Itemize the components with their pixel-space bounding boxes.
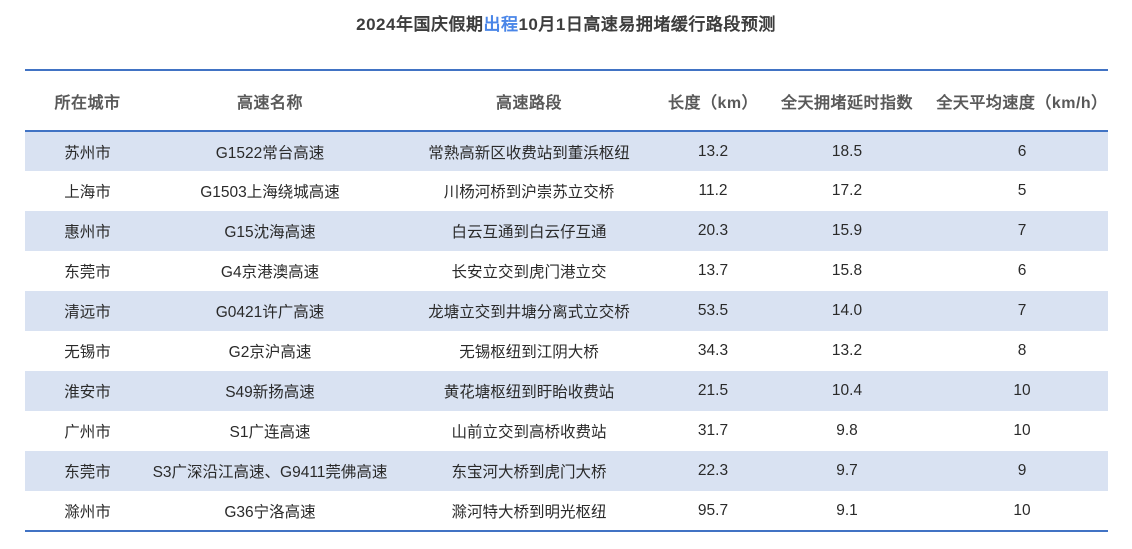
- cell-highway-section: 川杨河桥到沪崇苏立交桥: [443, 184, 615, 201]
- cell-avg-speed: 10: [1013, 422, 1031, 439]
- cell-city: 清远市: [64, 304, 111, 321]
- cell-city: 滁州市: [64, 503, 111, 521]
- cell-highway-name: G4京港澳高速: [220, 264, 320, 281]
- table-row: 广州市 S1广连高速 山前立交到高桥收费站 31.7 9.8 10: [25, 411, 1108, 451]
- cell-city: 无锡市: [64, 344, 111, 361]
- cell-delay-index: 17.2: [831, 182, 863, 199]
- cell-highway-name: S49新扬高速: [225, 384, 315, 401]
- cell-length-km: 21.5: [697, 382, 729, 399]
- cell-highway-name: G15沈海高速: [224, 224, 316, 241]
- cell-highway-name: S1广连高速: [229, 424, 311, 441]
- table-row: 东莞市 G4京港澳高速 长安立交到虎门港立交 13.7 15.8 6: [25, 251, 1108, 291]
- cell-avg-speed: 9: [1017, 462, 1027, 479]
- cell-delay-index: 9.1: [836, 501, 858, 519]
- cell-highway-section: 龙塘立交到井塘分离式立交桥: [428, 304, 630, 321]
- cell-highway-section: 东宝河大桥到虎门大桥: [451, 464, 607, 481]
- cell-length-km: 53.5: [697, 302, 729, 319]
- cell-highway-section: 常熟高新区收费站到董浜枢纽: [428, 144, 630, 162]
- cell-length-km: 31.7: [697, 422, 729, 439]
- table-row: 清远市 G0421许广高速 龙塘立交到井塘分离式立交桥 53.5 14.0 7: [25, 291, 1108, 331]
- cell-length-km: 95.7: [697, 501, 729, 519]
- cell-length-km: 22.3: [697, 462, 729, 479]
- col-header-delay-index: 全天拥堵延时指数: [758, 70, 936, 132]
- cell-highway-name: S3广深沿江高速、G9411莞佛高速: [152, 464, 388, 481]
- table-row: 苏州市 G1522常台高速 常熟高新区收费站到董浜枢纽 13.2 18.5 6: [25, 131, 1108, 171]
- cell-avg-speed: 5: [1017, 182, 1027, 199]
- col-header-city: 所在城市: [25, 70, 150, 132]
- cell-length-km: 20.3: [697, 222, 729, 239]
- cell-highway-name: G2京沪高速: [228, 344, 312, 361]
- cell-highway-section: 黄花塘枢纽到盱眙收费站: [443, 384, 615, 401]
- cell-highway-name: G0421许广高速: [215, 304, 325, 321]
- cell-city: 广州市: [64, 424, 111, 441]
- table-row: 淮安市 S49新扬高速 黄花塘枢纽到盱眙收费站 21.5 10.4 10: [25, 371, 1108, 411]
- cell-highway-section: 滁河特大桥到明光枢纽: [451, 503, 607, 521]
- cell-avg-speed: 10: [1013, 382, 1031, 399]
- col-header-highway-section: 高速路段: [390, 70, 668, 132]
- cell-delay-index: 15.9: [831, 222, 863, 239]
- table-header-row: 所在城市 高速名称 高速路段 长度（km） 全天拥堵延时指数 全天平均速度（km…: [25, 70, 1108, 132]
- col-header-length-km: 长度（km）: [668, 70, 758, 132]
- cell-avg-speed: 8: [1017, 342, 1027, 359]
- cell-delay-index: 18.5: [831, 142, 863, 160]
- congestion-table-container: 所在城市 高速名称 高速路段 长度（km） 全天拥堵延时指数 全天平均速度（km…: [25, 69, 1108, 532]
- cell-highway-name: G1522常台高速: [215, 144, 325, 162]
- table-row: 惠州市 G15沈海高速 白云互通到白云仔互通 20.3 15.9 7: [25, 211, 1108, 251]
- col-header-avg-speed: 全天平均速度（km/h）: [936, 70, 1108, 132]
- cell-delay-index: 13.2: [831, 342, 863, 359]
- title-prefix: 2024年国庆假期: [356, 15, 484, 34]
- table-row: 上海市 G1503上海绕城高速 川杨河桥到沪崇苏立交桥 11.2 17.2 5: [25, 171, 1108, 211]
- cell-city: 东莞市: [64, 464, 111, 481]
- cell-city: 苏州市: [64, 144, 111, 162]
- cell-avg-speed: 6: [1017, 262, 1027, 279]
- table-row: 无锡市 G2京沪高速 无锡枢纽到江阴大桥 34.3 13.2 8: [25, 331, 1108, 371]
- cell-delay-index: 15.8: [831, 262, 863, 279]
- cell-highway-section: 山前立交到高桥收费站: [451, 424, 607, 441]
- cell-city: 上海市: [64, 184, 111, 201]
- cell-avg-speed: 6: [1017, 142, 1027, 160]
- cell-highway-section: 无锡枢纽到江阴大桥: [459, 344, 599, 361]
- table-row: 东莞市 S3广深沿江高速、G9411莞佛高速 东宝河大桥到虎门大桥 22.3 9…: [25, 451, 1108, 491]
- cell-avg-speed: 10: [1013, 501, 1031, 519]
- cell-delay-index: 10.4: [831, 382, 863, 399]
- table-row: 滁州市 G36宁洛高速 滁河特大桥到明光枢纽 95.7 9.1 10: [25, 491, 1108, 531]
- cell-length-km: 13.7: [697, 262, 729, 279]
- cell-city: 淮安市: [64, 384, 111, 401]
- title-highlight: 出程: [483, 15, 519, 34]
- cell-length-km: 11.2: [698, 182, 728, 199]
- col-header-highway-name: 高速名称: [150, 70, 390, 132]
- congestion-table: 所在城市 高速名称 高速路段 长度（km） 全天拥堵延时指数 全天平均速度（km…: [25, 69, 1108, 532]
- cell-highway-name: G1503上海绕城高速: [200, 184, 340, 201]
- cell-highway-section: 白云互通到白云仔互通: [451, 224, 607, 241]
- cell-highway-name: G36宁洛高速: [224, 503, 316, 521]
- cell-length-km: 13.2: [697, 142, 729, 160]
- page-title: 2024年国庆假期出程10月1日高速易拥堵缓行路段预测: [0, 10, 1132, 35]
- title-suffix: 10月1日高速易拥堵缓行路段预测: [518, 15, 776, 34]
- cell-city: 东莞市: [64, 264, 111, 281]
- cell-delay-index: 9.8: [836, 422, 858, 439]
- cell-city: 惠州市: [64, 224, 111, 241]
- cell-delay-index: 14.0: [831, 302, 863, 319]
- cell-avg-speed: 7: [1017, 302, 1027, 319]
- cell-length-km: 34.3: [697, 342, 729, 359]
- cell-avg-speed: 7: [1017, 222, 1027, 239]
- cell-highway-section: 长安立交到虎门港立交: [451, 264, 607, 281]
- cell-delay-index: 9.7: [836, 462, 858, 479]
